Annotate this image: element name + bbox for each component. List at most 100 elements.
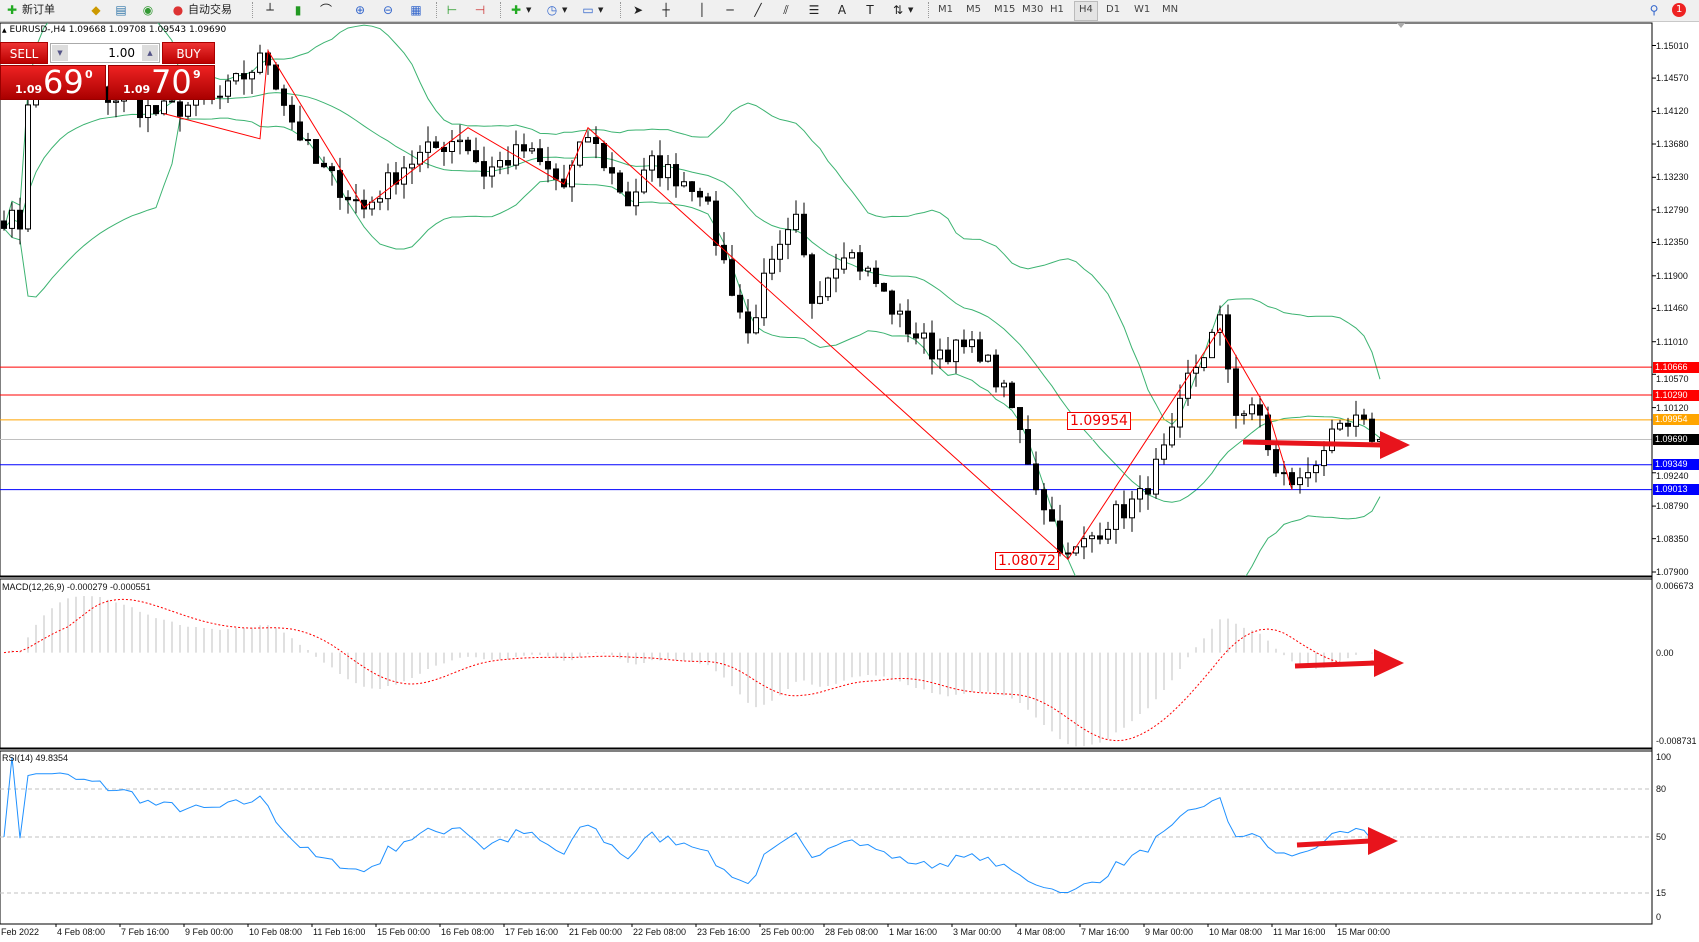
timeframe-mn[interactable]: MN <box>1162 4 1179 15</box>
sell-price[interactable]: 1.09 69 0 <box>0 63 106 101</box>
timeframe-h4[interactable]: H4 <box>1074 1 1098 21</box>
timeframe-w1[interactable]: W1 <box>1134 4 1151 15</box>
candlestick-button[interactable]: ▮ <box>290 1 306 19</box>
candle <box>337 157 343 210</box>
candle <box>1185 359 1191 406</box>
candle-body <box>1297 477 1303 486</box>
cursor-button[interactable]: ➤ <box>630 1 646 19</box>
zoom-out-button[interactable]: ⊖ <box>380 1 396 19</box>
lot-decrease-button[interactable]: ▼ <box>52 45 68 61</box>
new-order-button[interactable]: ✚ 新订单 <box>4 1 55 19</box>
line-chart-button[interactable]: ⌒ <box>318 1 334 19</box>
candle-body <box>289 104 295 123</box>
price-axis-label: 1.15010 <box>1656 40 1689 51</box>
candle-body <box>1257 404 1263 416</box>
rsi-label: RSI(14) 49.8354 <box>2 753 69 763</box>
autoscroll-button[interactable]: ⊣ <box>472 1 488 19</box>
candle-body <box>897 310 903 315</box>
symbol-ohlc: EURUSD-,H4 1.09668 1.09708 1.09543 1.096… <box>9 25 227 35</box>
candle-body <box>1193 366 1199 374</box>
trendline-button[interactable]: ╱ <box>750 1 766 19</box>
candle-body <box>1281 472 1287 475</box>
macd-panel <box>0 578 1653 749</box>
candle <box>169 99 175 103</box>
search-button[interactable]: ⚲ <box>1646 1 1662 19</box>
timeframe-m15[interactable]: M15 <box>994 4 1016 15</box>
timeframe-d1[interactable]: D1 <box>1106 4 1121 15</box>
text-label-button[interactable]: T <box>862 1 878 19</box>
candle <box>281 84 287 116</box>
indicators-button[interactable]: ✚ ▼ <box>508 1 531 19</box>
search-icon: ⚲ <box>1649 3 1659 17</box>
chart-area[interactable] <box>0 22 1699 942</box>
fibonacci-button[interactable]: ☰ <box>806 1 822 19</box>
candle-body <box>857 252 863 272</box>
candle <box>1297 467 1303 494</box>
market-watch-button[interactable]: ◆ <box>88 1 104 19</box>
candle-body <box>145 105 151 119</box>
terminal-button[interactable]: ▤ <box>113 1 129 19</box>
candle-body <box>177 101 183 117</box>
separator <box>500 2 502 18</box>
lot-increase-button[interactable]: ▲ <box>142 45 158 61</box>
time-axis-label: Feb 2022 <box>1 927 40 937</box>
chart-shift-button[interactable]: ⊢ <box>444 1 460 19</box>
signals-button[interactable]: ◉ <box>140 1 156 19</box>
periods-button[interactable]: ◷ ▼ <box>544 1 568 19</box>
crosshair-button[interactable]: ┼ <box>658 1 674 19</box>
price-label-low[interactable]: 1.08072 <box>995 552 1059 570</box>
candle-body <box>985 354 991 362</box>
notifications-button[interactable]: 1 <box>1672 1 1687 19</box>
price-axis-label: 1.14120 <box>1656 106 1689 117</box>
candle <box>537 139 543 166</box>
templates-button[interactable]: ▭ ▼ <box>580 1 603 19</box>
candle <box>1129 490 1135 532</box>
buy-price[interactable]: 1.09 70 9 <box>108 63 215 101</box>
bar-chart-button[interactable]: ┴ <box>262 1 278 19</box>
auto-trading-button[interactable]: ● 自动交易 <box>170 1 232 19</box>
candle-body <box>849 252 855 259</box>
arrows-button[interactable]: ⇅ ▼ <box>890 1 913 19</box>
candle-body <box>361 199 367 210</box>
candle <box>473 137 479 164</box>
candle <box>313 139 319 164</box>
candle-body <box>1057 520 1063 554</box>
timeframe-h1[interactable]: H1 <box>1050 4 1064 15</box>
separator <box>252 2 254 18</box>
macd-axis-label: -0.008731 <box>1656 736 1697 746</box>
candle-body <box>649 155 655 171</box>
lot-size-input[interactable]: ▼ 1.00 ▲ <box>50 43 160 63</box>
horizontal-line-button[interactable]: ─ <box>722 1 738 19</box>
price-label-high[interactable]: 1.09954 <box>1067 412 1131 430</box>
candle-body <box>865 267 871 272</box>
candle-body <box>593 137 599 144</box>
sell-button[interactable]: SELL <box>0 42 48 64</box>
candle-body <box>1041 489 1047 511</box>
candle-body <box>1145 488 1151 495</box>
candle-body <box>1217 314 1223 333</box>
candle <box>1009 381 1015 409</box>
buy-button[interactable]: BUY <box>162 42 215 64</box>
vertical-line-button[interactable]: │ <box>694 1 710 19</box>
main-plot <box>0 23 1652 576</box>
candle-body <box>1329 428 1335 452</box>
tile-windows-button[interactable]: ▦ <box>408 1 424 19</box>
equidistant-channel-button[interactable]: ⫽ <box>778 1 794 19</box>
candle <box>1001 379 1007 398</box>
timeframe-m30[interactable]: M30 <box>1022 4 1044 15</box>
gold-icon: ◆ <box>91 3 101 17</box>
candle <box>457 124 463 155</box>
candlestick-icon: ▮ <box>294 3 302 17</box>
candle-body <box>113 100 119 103</box>
candle <box>153 104 159 116</box>
time-axis-label: 15 Mar 00:00 <box>1337 927 1391 937</box>
text-button[interactable]: A <box>834 1 850 19</box>
timeframe-m5[interactable]: M5 <box>966 4 981 15</box>
price-axis-label: 1.10570 <box>1656 373 1689 384</box>
candle <box>297 105 303 142</box>
candle <box>753 304 759 335</box>
candle-body <box>1017 407 1023 431</box>
timeframe-m1[interactable]: M1 <box>938 4 953 15</box>
candle-body <box>889 290 895 315</box>
zoom-in-button[interactable]: ⊕ <box>352 1 368 19</box>
